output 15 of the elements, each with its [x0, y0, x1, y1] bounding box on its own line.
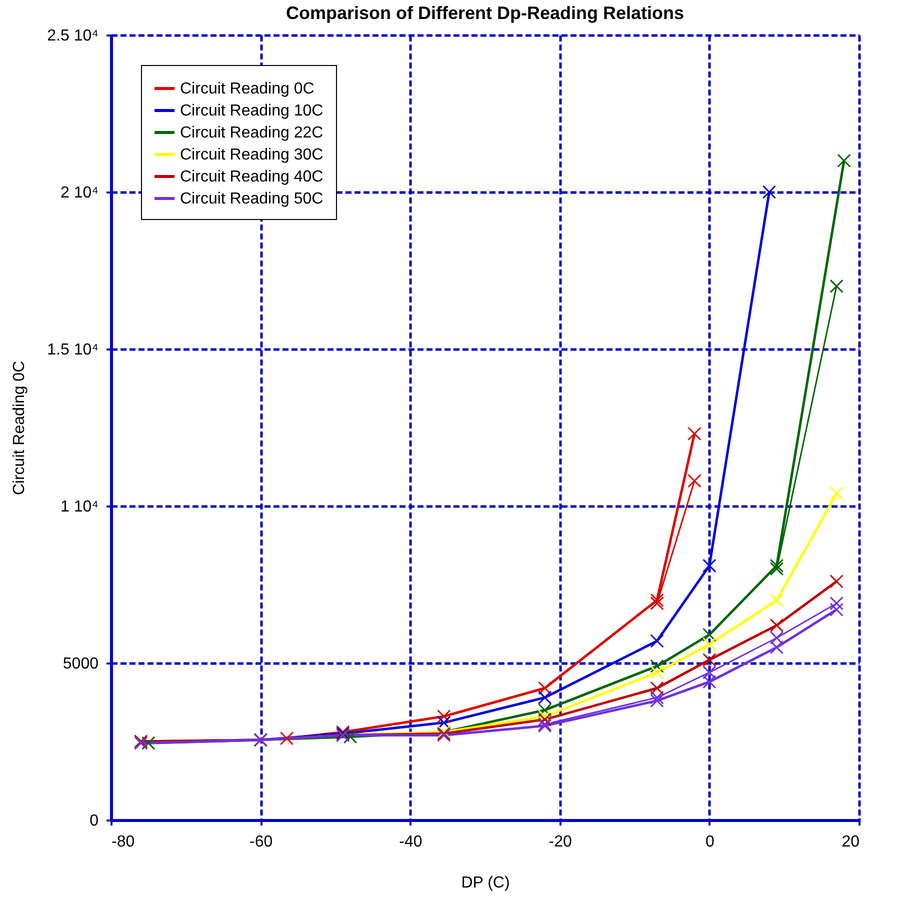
y-tick-label: 5000	[62, 656, 99, 672]
x-axis-title: DP (C)	[461, 874, 510, 892]
x-tick-label: -80	[112, 834, 135, 850]
x-tick-label: 20	[842, 834, 860, 850]
y-tick-label: 1.5 10⁴	[47, 342, 99, 358]
chart-title: Comparison of Different Dp-Reading Relations	[286, 3, 684, 23]
x-tick-label: 0	[705, 834, 714, 850]
x-tick-label: -60	[250, 834, 273, 850]
y-tick-label: 2.5 10⁴	[47, 28, 99, 44]
y-axis-title: Circuit Reading 0C	[11, 360, 28, 496]
x-tick-label: -40	[399, 834, 422, 850]
y-tick-label: 0	[90, 812, 99, 830]
y-tick-label: 2 10⁴	[60, 184, 99, 202]
x-tick-label: -20	[548, 834, 572, 850]
y-tick-label: 1 10⁴	[60, 498, 99, 516]
